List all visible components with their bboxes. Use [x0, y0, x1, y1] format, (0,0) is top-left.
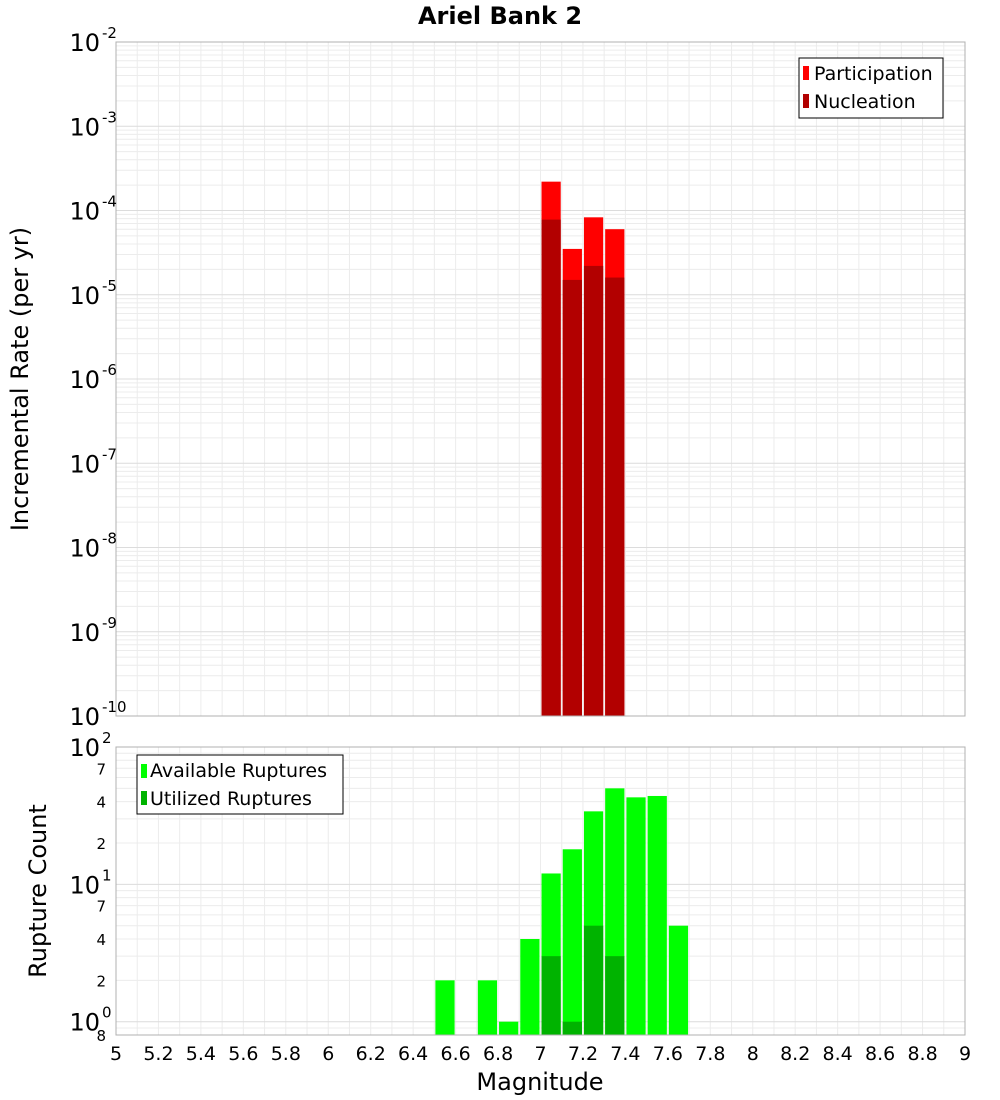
y-tick-label: 10	[69, 282, 100, 310]
bar-utilized-ruptures	[605, 956, 625, 1035]
y-tick-label: 10	[69, 113, 100, 141]
y-tick-exponent: -7	[102, 445, 117, 463]
top-legend: Participation Nucleation	[798, 57, 944, 119]
top-y-axis-label: Incremental Rate (per yr)	[6, 227, 34, 531]
top-panel-bars	[541, 181, 625, 717]
x-tick-labels: 5 5.2 5.4 5.6 5.8 6 6.2 6.4 6.6 6.8 7 7.2 7.4 7.6 7.8 8…	[110, 1043, 971, 1065]
y-tick-label: 4	[96, 794, 106, 812]
bar-utilized-ruptures	[541, 956, 561, 1035]
bar-available-ruptures	[499, 1021, 519, 1035]
x-tick-label: 6.8	[483, 1043, 513, 1065]
y-tick-exponent: -10	[102, 698, 127, 716]
x-tick-label: 6.2	[356, 1043, 386, 1065]
legend-label-participation: Participation	[814, 63, 933, 85]
bar-utilized-ruptures	[583, 925, 604, 1035]
bottom-y-axis-label: Rupture Count	[24, 804, 52, 978]
top-legend-box	[798, 57, 944, 119]
chart-title: Ariel Bank 2	[418, 2, 582, 30]
y-tick-label: 10	[69, 29, 100, 57]
y-tick-exponent: -8	[102, 530, 117, 548]
y-tick-exponent: -3	[102, 108, 117, 126]
y-tick-label: 2	[96, 835, 106, 853]
x-tick-label: 6	[322, 1043, 334, 1065]
legend-label-utilized: Utilized Ruptures	[150, 788, 312, 810]
x-tick-label: 8.8	[907, 1043, 937, 1065]
bar-available-ruptures	[562, 849, 582, 1035]
x-tick-label: 7.4	[610, 1043, 640, 1065]
legend-swatch-available	[141, 764, 147, 778]
x-tick-label: 6.6	[440, 1043, 470, 1065]
x-tick-label: 8.6	[865, 1043, 895, 1065]
x-tick-label: 7.2	[568, 1043, 598, 1065]
x-tick-label: 5.8	[271, 1043, 301, 1065]
bottom-panel-bars	[435, 788, 689, 1035]
y-tick-label: 10	[69, 703, 100, 731]
x-tick-label: 7.8	[695, 1043, 725, 1065]
y-tick-label: 10	[69, 1009, 100, 1037]
x-tick-label: 6.4	[398, 1043, 428, 1065]
legend-label-available: Available Ruptures	[150, 760, 327, 782]
legend-swatch-nucleation	[803, 94, 809, 108]
y-tick-label: 4	[96, 931, 106, 949]
y-tick-exponent: -9	[102, 614, 117, 632]
bar-available-ruptures	[647, 795, 667, 1035]
legend-swatch-participation	[803, 66, 809, 80]
y-tick-label: 10	[69, 535, 100, 563]
bar-available-ruptures	[626, 797, 646, 1035]
bar-nucleation	[562, 279, 582, 716]
x-tick-label: 9	[959, 1043, 971, 1065]
x-tick-label: 5.4	[186, 1043, 216, 1065]
y-tick-label: 10	[69, 871, 100, 899]
y-tick-exponent: 0	[102, 1004, 112, 1022]
legend-swatch-utilized	[141, 791, 147, 805]
y-tick-label: 10	[69, 619, 100, 647]
y-tick-exponent: 1	[102, 866, 112, 884]
x-tick-label: 7.6	[653, 1043, 683, 1065]
bar-available-ruptures	[477, 980, 498, 1035]
y-tick-exponent: 2	[102, 729, 112, 747]
y-tick-exponent: -5	[102, 277, 117, 295]
bottom-plot-frame	[115, 746, 966, 1036]
top-panel-grid	[115, 42, 966, 717]
y-tick-label: 7	[96, 898, 106, 916]
x-tick-label: 5.6	[228, 1043, 258, 1065]
bottom-legend-box	[136, 754, 344, 815]
y-tick-exponent: -2	[102, 24, 117, 42]
y-tick-label: 10	[69, 450, 100, 478]
top-plot-frame	[115, 41, 966, 717]
top-y-tick-labels: 10-210-310-410-510-610-710-810-910-10	[69, 24, 126, 731]
x-tick-label: 8	[747, 1043, 759, 1065]
y-tick-exponent: -6	[102, 361, 117, 379]
x-tick-label: 8.2	[780, 1043, 810, 1065]
legend-label-nucleation: Nucleation	[814, 91, 916, 113]
x-tick-label: 7	[534, 1043, 546, 1065]
y-tick-label: 8	[96, 1027, 106, 1045]
bar-utilized-ruptures	[562, 1021, 582, 1035]
x-tick-label: 5	[110, 1043, 122, 1065]
bar-available-ruptures	[435, 980, 455, 1035]
x-tick-label: 8.4	[823, 1043, 853, 1065]
bar-nucleation	[605, 277, 625, 716]
bar-available-ruptures	[668, 925, 689, 1035]
x-tick-label: 5.2	[143, 1043, 173, 1065]
bottom-legend: Available Ruptures Utilized Ruptures	[136, 754, 344, 815]
bar-nucleation	[583, 265, 604, 716]
y-tick-label: 7	[96, 760, 106, 778]
x-axis-label: Magnitude	[476, 1068, 603, 1096]
bar-available-ruptures	[520, 939, 540, 1035]
bar-nucleation	[541, 219, 561, 716]
y-tick-label: 10	[69, 734, 100, 762]
y-tick-label: 2	[96, 972, 106, 990]
y-tick-exponent: -4	[102, 193, 117, 211]
y-tick-label: 10	[69, 366, 100, 394]
y-tick-label: 10	[69, 198, 100, 226]
